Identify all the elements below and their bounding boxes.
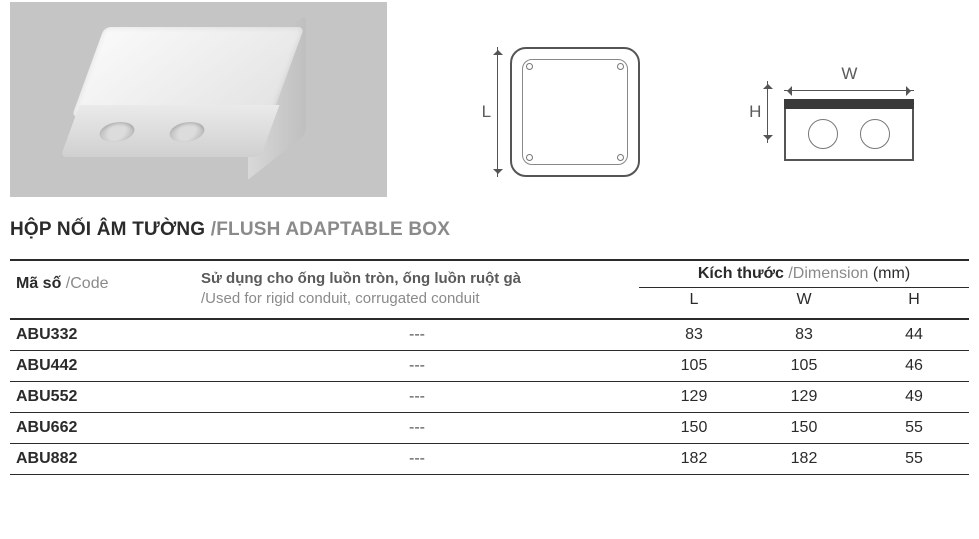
cell-use: --- <box>195 351 639 381</box>
cell-use: --- <box>195 382 639 412</box>
th-dim-vi: Kích thước <box>698 265 784 282</box>
label-H: H <box>749 102 761 122</box>
cell-W: 150 <box>749 413 859 443</box>
cell-H: 46 <box>859 351 969 381</box>
dimension-diagrams: L H W <box>427 2 969 177</box>
th-use-en: /Used for rigid conduit, corrugated cond… <box>201 289 633 309</box>
table-header: Mã số /Code Sử dụng cho ống luồn tròn, ố… <box>10 259 969 320</box>
cell-code: ABU662 <box>10 413 195 443</box>
W-arrow <box>784 90 914 91</box>
title-en: FLUSH ADAPTABLE BOX <box>216 219 450 240</box>
cell-H: 49 <box>859 382 969 412</box>
label-L: L <box>482 102 491 122</box>
cell-code: ABU442 <box>10 351 195 381</box>
side-view-diagram: H W <box>749 64 914 161</box>
top-row: L H W <box>10 2 969 197</box>
cell-use: --- <box>195 320 639 350</box>
th-L: L <box>639 288 749 312</box>
side-view-box <box>784 99 914 161</box>
title-vi: HỘP NỐI ÂM TƯỜNG <box>10 219 205 240</box>
th-code: Mã số /Code <box>10 261 195 318</box>
table-row: ABU552---12912949 <box>10 382 969 413</box>
spec-table: Mã số /Code Sử dụng cho ống luồn tròn, ố… <box>10 259 969 475</box>
cell-code: ABU332 <box>10 320 195 350</box>
table-row: ABU442---10510546 <box>10 351 969 382</box>
table-row: ABU882---18218255 <box>10 444 969 475</box>
cell-W: 182 <box>749 444 859 474</box>
cell-L: 182 <box>639 444 749 474</box>
top-view-diagram: L <box>482 47 640 177</box>
product-title: HỘP NỐI ÂM TƯỜNG /FLUSH ADAPTABLE BOX <box>10 219 969 241</box>
cell-use: --- <box>195 444 639 474</box>
cell-L: 83 <box>639 320 749 350</box>
th-dim-unit: (mm) <box>873 265 910 282</box>
table-body: ABU332---838344ABU442---10510546ABU552--… <box>10 320 969 475</box>
cell-W: 83 <box>749 320 859 350</box>
cell-use: --- <box>195 413 639 443</box>
cell-L: 150 <box>639 413 749 443</box>
cell-W: 105 <box>749 351 859 381</box>
box-render <box>70 27 300 177</box>
top-view-box <box>510 47 640 177</box>
th-W: W <box>749 288 859 312</box>
th-dim-en: /Dimension <box>788 265 868 282</box>
cell-L: 129 <box>639 382 749 412</box>
th-code-en: /Code <box>66 275 109 292</box>
th-H: H <box>859 288 969 312</box>
H-arrow <box>767 81 768 143</box>
cell-H: 44 <box>859 320 969 350</box>
product-photo <box>10 2 387 197</box>
L-arrow <box>497 47 498 177</box>
cell-L: 105 <box>639 351 749 381</box>
th-use: Sử dụng cho ống luồn tròn, ống luồn ruột… <box>195 261 639 318</box>
cell-code: ABU552 <box>10 382 195 412</box>
cell-H: 55 <box>859 413 969 443</box>
th-code-vi: Mã số <box>16 275 61 292</box>
th-use-vi: Sử dụng cho ống luồn tròn, ống luồn ruột… <box>201 269 633 289</box>
label-W: W <box>841 64 857 84</box>
cell-H: 55 <box>859 444 969 474</box>
cell-code: ABU882 <box>10 444 195 474</box>
table-row: ABU332---838344 <box>10 320 969 351</box>
th-dimension: Kích thước /Dimension (mm) L W H <box>639 261 969 318</box>
cell-W: 129 <box>749 382 859 412</box>
table-row: ABU662---15015055 <box>10 413 969 444</box>
